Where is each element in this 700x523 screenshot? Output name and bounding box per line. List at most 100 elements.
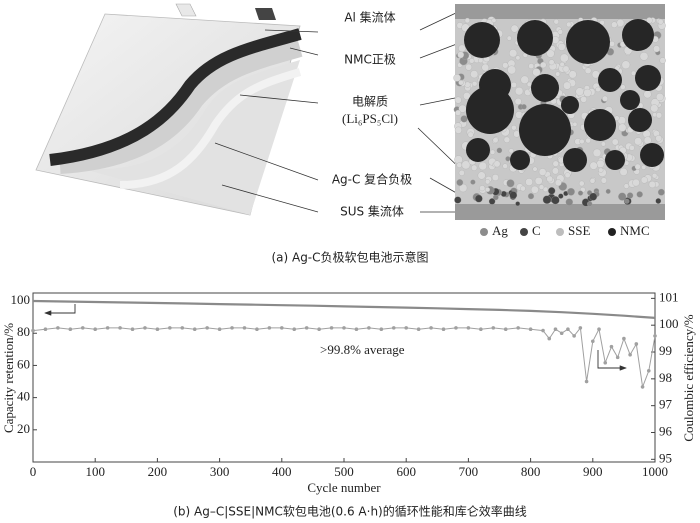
particle xyxy=(648,180,656,189)
label: SUS 集流体 xyxy=(340,204,404,219)
data-point xyxy=(628,352,632,357)
particle xyxy=(540,61,547,69)
particle xyxy=(454,126,462,134)
particle xyxy=(566,21,572,28)
series-line xyxy=(32,299,656,319)
data-point xyxy=(491,326,496,330)
nmc-particle xyxy=(584,109,616,141)
data-point xyxy=(80,326,85,330)
particle xyxy=(511,125,517,131)
caption: (a) Ag-C负极软包电池示意图 xyxy=(271,250,428,265)
particle xyxy=(534,177,543,185)
nmc-particle xyxy=(519,104,571,156)
data-point xyxy=(429,326,433,330)
diagram-labels: Al 集流体 NMC正极 电解质 (Li₆PS₅Cl) Ag-C 复合负极 SU… xyxy=(332,10,412,219)
particle xyxy=(629,145,635,151)
particle xyxy=(640,176,648,184)
particle xyxy=(509,191,518,199)
data-point xyxy=(242,326,247,330)
data-point xyxy=(68,327,73,332)
particle xyxy=(477,171,486,180)
particle xyxy=(632,178,640,187)
particle xyxy=(587,201,593,207)
data-point xyxy=(304,326,309,330)
particle xyxy=(463,92,471,100)
data-point xyxy=(578,326,583,330)
y2-tick-label: 98 xyxy=(659,370,672,385)
particle xyxy=(584,67,592,74)
x-tick-label: 1000 xyxy=(642,464,668,479)
data-point xyxy=(56,326,60,330)
particle xyxy=(509,49,518,58)
particle xyxy=(657,18,664,25)
particle xyxy=(555,71,561,77)
particle xyxy=(568,70,577,79)
particle xyxy=(619,167,628,176)
particle xyxy=(456,179,464,186)
particle xyxy=(513,130,521,138)
particle xyxy=(583,88,592,97)
particle xyxy=(508,148,514,154)
particle xyxy=(453,74,461,82)
particle xyxy=(618,192,627,201)
data-point xyxy=(646,368,651,373)
x-tick-label: 200 xyxy=(148,464,168,479)
particle xyxy=(567,187,575,196)
data-point xyxy=(317,327,321,332)
particle xyxy=(600,141,606,147)
particle xyxy=(492,137,499,144)
particle xyxy=(621,60,631,70)
particle xyxy=(609,40,615,47)
particle xyxy=(526,81,532,87)
nmc-particles xyxy=(464,19,664,172)
particle xyxy=(624,198,630,204)
particle xyxy=(478,161,487,171)
particle xyxy=(559,61,565,67)
particle xyxy=(542,195,552,204)
data-point xyxy=(441,327,446,332)
particle xyxy=(506,179,515,188)
particle xyxy=(559,53,569,63)
particle xyxy=(496,147,503,154)
data-point xyxy=(180,326,185,330)
nmc-particle xyxy=(620,90,640,110)
data-point xyxy=(130,327,135,332)
nmc-particle xyxy=(566,20,610,64)
nmc-particle xyxy=(531,74,559,102)
data-point xyxy=(192,327,197,332)
nmc-particle xyxy=(635,65,661,91)
particle xyxy=(634,137,643,146)
data-point xyxy=(597,327,601,332)
plot-frame xyxy=(32,292,656,463)
particle xyxy=(520,185,526,192)
data-point xyxy=(566,327,570,332)
data-point xyxy=(342,326,346,330)
particle xyxy=(650,104,659,113)
x-tick-label: 800 xyxy=(521,464,541,479)
particle xyxy=(510,24,519,33)
particle xyxy=(598,167,604,173)
data-point xyxy=(553,327,558,332)
particle xyxy=(538,184,545,190)
label: Al 集流体 xyxy=(344,10,395,25)
particle xyxy=(589,192,598,201)
particle xyxy=(600,177,607,184)
particle xyxy=(551,196,560,205)
particle xyxy=(589,178,596,184)
data-point xyxy=(622,336,626,341)
nmc-particle xyxy=(517,20,553,56)
particle xyxy=(502,62,509,69)
particle xyxy=(653,45,661,53)
particle xyxy=(458,183,468,193)
particle xyxy=(457,51,465,59)
data-point xyxy=(280,326,284,330)
particle xyxy=(596,159,605,168)
nmc-particle xyxy=(628,108,652,132)
particle xyxy=(546,175,553,183)
data-point xyxy=(230,326,234,330)
particle xyxy=(503,136,511,143)
particle xyxy=(458,44,466,53)
particle xyxy=(624,160,630,166)
